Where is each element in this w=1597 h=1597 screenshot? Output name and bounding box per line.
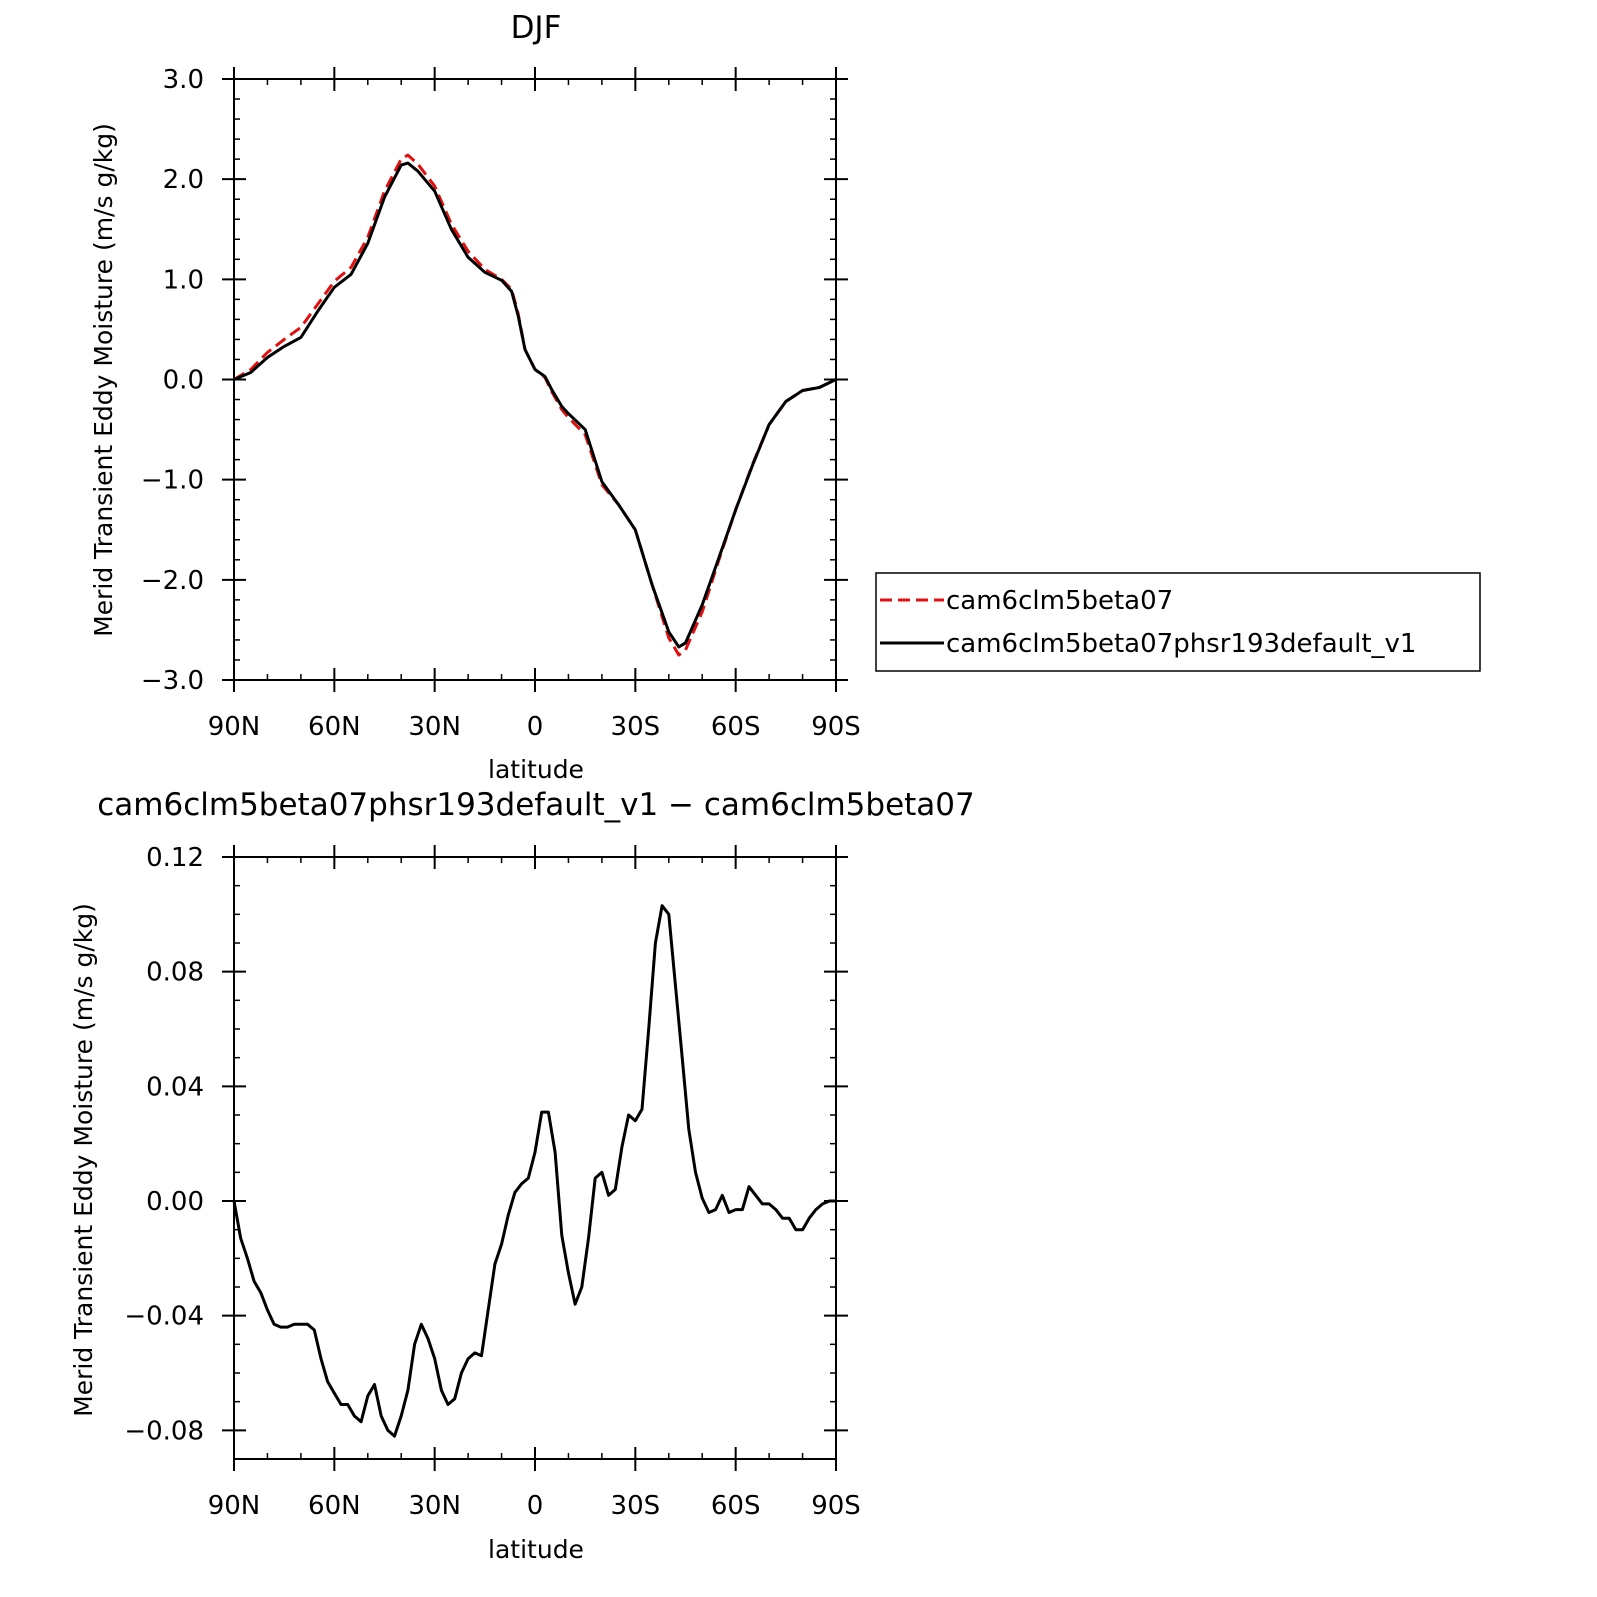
y-tick-label: 3.0 xyxy=(163,65,204,95)
y-axis-label-top: Merid Transient Eddy Moisture (m/s g/kg) xyxy=(89,123,118,637)
y-tick-label: −1.0 xyxy=(141,466,204,496)
y-tick-label: −0.04 xyxy=(124,1302,204,1332)
y-tick-label: 0.08 xyxy=(146,958,204,988)
x-tick-label: 60N xyxy=(308,712,361,742)
x-tick-label: 90S xyxy=(811,712,861,742)
plot-area-top: 90N 60N 30N 0 30S 60S 90S −3.0 −2.0 −1.0 0.0 1.0 2.0… xyxy=(141,65,861,742)
y-axis-label-bottom: Merid Transient Eddy Moisture (m/s g/kg) xyxy=(69,903,98,1417)
bottom-series-line-1 xyxy=(232,904,836,1438)
x-tick-label: 60S xyxy=(711,1491,761,1521)
y-tick-label: 0.12 xyxy=(146,843,204,873)
panel-djf: DJF 90N 60N 30N 0 30S 60S 90S −3.0 −2.0 −1.0 0.0 1.… xyxy=(89,10,1481,784)
y-tick-label: 0.04 xyxy=(146,1072,204,1102)
x-tick-label: 0 xyxy=(527,712,544,742)
y-tick-label: 2.0 xyxy=(163,165,204,195)
x-tick-label: 30N xyxy=(408,1491,461,1521)
x-tick-label: 90N xyxy=(208,1491,261,1521)
y-tick-label: −3.0 xyxy=(141,666,204,696)
y-tick-label: −2.0 xyxy=(141,566,204,596)
panel-difference: cam6clm5beta07phsr193default_v1 − cam6cl… xyxy=(69,787,975,1564)
chart-title-top: DJF xyxy=(511,10,562,46)
x-tick-label: 30S xyxy=(611,1491,661,1521)
legend: cam6clm5beta07 cam6clm5beta07phsr193defa… xyxy=(875,572,1481,672)
y-tick-label: 1.0 xyxy=(163,265,204,295)
legend-label-series-1: cam6clm5beta07 xyxy=(946,586,1173,616)
legend-label-series-2: cam6clm5beta07phsr193default_v1 xyxy=(946,629,1416,659)
plot-frame xyxy=(233,78,837,681)
y-tick-label: 0.0 xyxy=(163,366,204,396)
y-tick-label: −0.08 xyxy=(124,1416,204,1446)
x-tick-label: 60S xyxy=(711,712,761,742)
y-tick-label: 0.00 xyxy=(146,1187,204,1217)
x-tick-label: 0 xyxy=(527,1491,544,1521)
x-axis-label-top: latitude xyxy=(488,755,584,784)
x-axis-label-bottom: latitude xyxy=(488,1535,584,1564)
x-tick-label: 90S xyxy=(811,1491,861,1521)
x-tick-label: 30S xyxy=(611,712,661,742)
x-tick-label: 90N xyxy=(208,712,261,742)
plot-area-bottom: 90N 60N 30N 0 30S 60S 90S −0.08 −0.04 0.00 0.04 0.0… xyxy=(124,843,860,1521)
legend-box xyxy=(875,572,1481,672)
top-series-line-1 xyxy=(233,153,837,657)
top-series-line-2 xyxy=(233,161,837,649)
chart-title-bottom: cam6clm5beta07phsr193default_v1 − cam6cl… xyxy=(97,787,975,823)
x-tick-label: 60N xyxy=(308,1491,361,1521)
x-tick-label: 30N xyxy=(408,712,461,742)
